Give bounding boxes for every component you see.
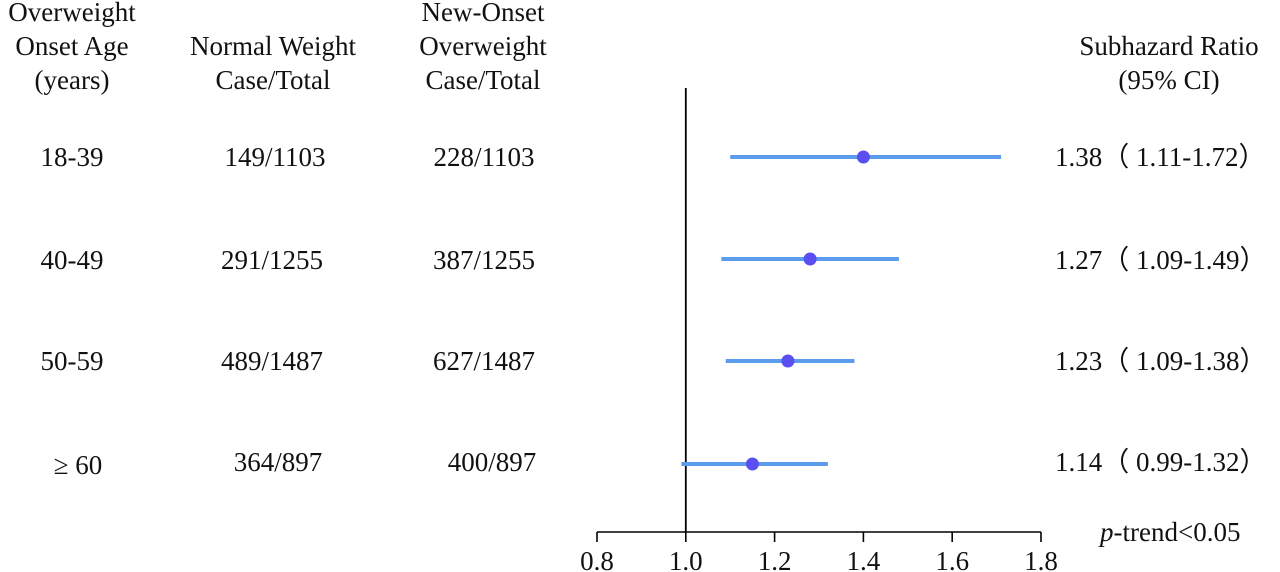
plot-axes: 0.8 1.0 1.2 1.4 1.6 1.8: [580, 88, 1058, 572]
p-trend-italic: p: [1100, 517, 1114, 547]
p-trend-label: p-trend<0.05: [1100, 517, 1240, 547]
row-new-onset: 400/897: [447, 447, 537, 477]
point-estimate: [803, 252, 817, 266]
row-age: 18-39: [40, 142, 104, 172]
plot-marks: [681, 150, 1002, 471]
header-new-onset-line3: Case/Total: [425, 65, 541, 95]
header-onset-age-line3: (years): [34, 65, 110, 95]
row-normal-weight: 149/1103: [224, 142, 326, 172]
row-age: ≥ 60: [53, 450, 103, 480]
header-normal-weight-line2: Case/Total: [215, 65, 331, 95]
header-new-onset-line2: Overweight: [419, 31, 547, 61]
row-age: 40-49: [40, 245, 104, 275]
row-new-onset: 387/1255: [432, 245, 536, 275]
header-onset-age: Overweight Onset Age (years): [0, 0, 144, 97]
x-tick-label: 1.6: [935, 546, 969, 572]
header-normal-weight: Normal Weight Case/Total: [170, 29, 376, 97]
header-onset-age-line2: Onset Age: [15, 31, 129, 61]
x-tick-label: 1.8: [1024, 546, 1058, 572]
row-new-onset: 627/1487: [432, 346, 536, 376]
point-estimate: [745, 457, 759, 471]
row-normal-weight: 364/897: [233, 447, 323, 477]
row-subhazard-ratio: 1.23（ 1.09-1.38）: [1055, 346, 1267, 376]
header-subhazard-ratio-line1: Subhazard Ratio: [1079, 31, 1259, 61]
row-normal-weight: 291/1255: [220, 245, 324, 275]
row-subhazard-ratio: 1.14（ 0.99-1.32）: [1055, 447, 1267, 477]
p-trend-text: -trend<0.05: [1113, 517, 1241, 547]
point-estimate: [856, 150, 870, 164]
x-tick-label: 1.2: [758, 546, 792, 572]
point-estimate: [781, 354, 795, 368]
header-subhazard-ratio-line2: (95% CI): [1118, 65, 1220, 95]
row-subhazard-ratio: 1.27（ 1.09-1.49）: [1055, 245, 1267, 275]
header-new-onset: New-Onset Overweight Case/Total: [398, 0, 568, 97]
row-age: 50-59: [40, 346, 104, 376]
header-normal-weight-line1: Normal Weight: [189, 31, 357, 61]
x-tick-label: 1.0: [669, 546, 703, 572]
header-subhazard-ratio: Subhazard Ratio (95% CI): [1058, 29, 1280, 97]
row-subhazard-ratio: 1.38（ 1.11-1.72）: [1055, 142, 1266, 172]
row-new-onset: 228/1103: [433, 142, 535, 172]
header-onset-age-line1: Overweight: [8, 0, 136, 27]
row-normal-weight: 489/1487: [220, 346, 324, 376]
header-new-onset-line1: New-Onset: [421, 0, 545, 27]
x-tick-label: 1.4: [847, 546, 881, 572]
x-tick-label: 0.8: [580, 546, 614, 572]
